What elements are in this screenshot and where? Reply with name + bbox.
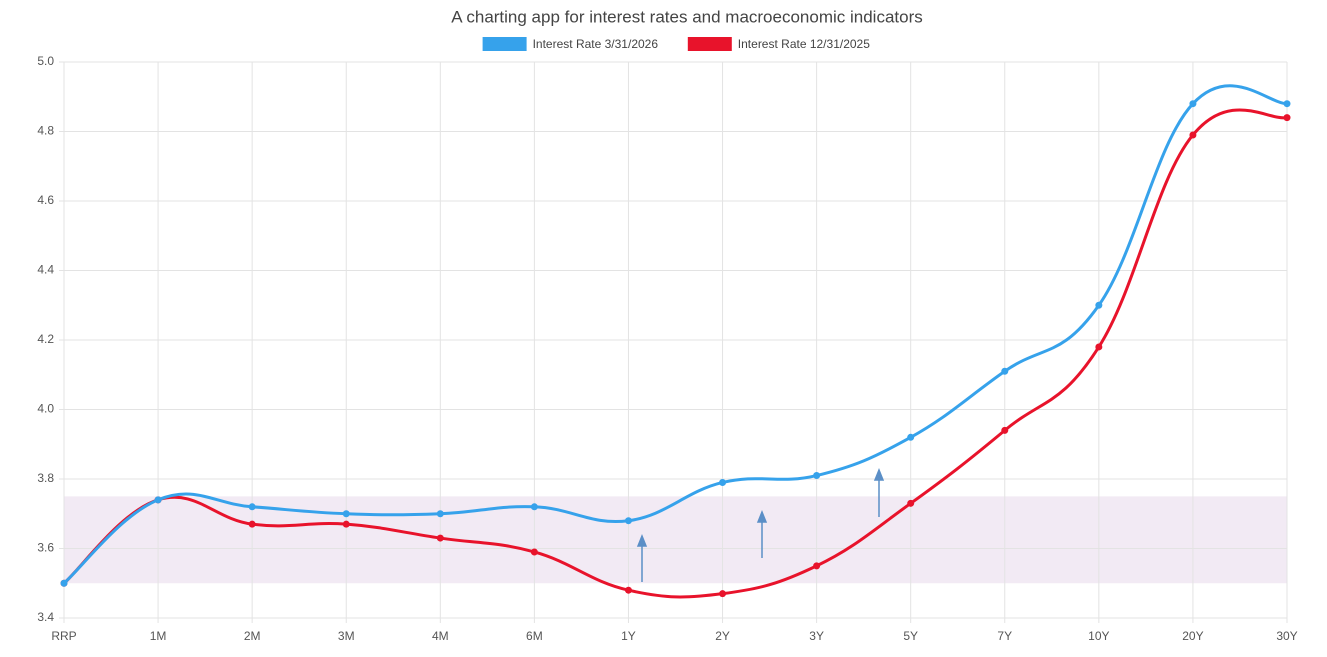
x-tick-label: 3Y [809,629,824,643]
data-point [248,520,256,528]
x-tick-label: 1M [150,629,167,643]
data-point [342,520,350,528]
x-tick-label: RRP [51,629,76,643]
annotation-arrows [636,467,885,582]
y-tick-label: 3.4 [37,610,54,624]
data-point [624,586,632,594]
data-point [1189,100,1197,108]
data-point [1095,343,1103,351]
legend-label: Interest Rate 12/31/2025 [738,37,870,51]
y-tick-label: 3.6 [37,541,54,555]
y-tick-label: 4.2 [37,332,54,346]
x-tick-label: 3M [338,629,355,643]
data-point [813,472,821,480]
data-point [1189,131,1197,139]
data-point [436,534,444,542]
data-point [154,496,162,504]
data-point [1283,100,1291,108]
data-point [530,548,538,556]
x-tick-label: 2Y [715,629,730,643]
data-point [530,503,538,511]
data-point [1001,426,1009,434]
data-point [1095,301,1103,309]
data-point [719,590,727,598]
series-line [63,108,1288,599]
target-band [64,496,1287,584]
legend-swatch [687,37,732,51]
y-tick-label: 4.0 [37,402,54,416]
arrow-head [873,467,885,481]
legend-swatch [482,37,527,51]
x-tick-label: 10Y [1088,629,1109,643]
data-point [60,579,68,587]
y-tick-label: 4.8 [37,124,54,138]
data-point [342,510,350,518]
arrow-head [636,533,648,547]
y-tick-label: 4.4 [37,263,54,277]
arrow-head [756,509,768,523]
data-point [907,499,915,507]
series-line [63,84,1288,585]
data-point [1001,367,1009,375]
y-tick-label: 3.8 [37,471,54,485]
legend-label: Interest Rate 3/31/2026 [533,37,659,51]
data-point [719,478,727,486]
y-tick-label: 4.6 [37,193,54,207]
x-tick-label: 5Y [903,629,918,643]
y-tick-label: 5.0 [37,54,54,68]
chart-title: A charting app for interest rates and ma… [451,7,923,26]
data-point [813,562,821,570]
x-tick-label: 4M [432,629,449,643]
x-tick-label: 2M [244,629,261,643]
x-tick-label: 20Y [1182,629,1203,643]
x-tick-label: 6M [526,629,543,643]
data-point [1283,114,1291,122]
x-tick-label: 1Y [621,629,636,643]
x-tick-label: 30Y [1276,629,1297,643]
data-point [248,503,256,511]
data-point [624,517,632,525]
x-tick-label: 7Y [997,629,1012,643]
data-point [907,433,915,441]
data-point [436,510,444,518]
